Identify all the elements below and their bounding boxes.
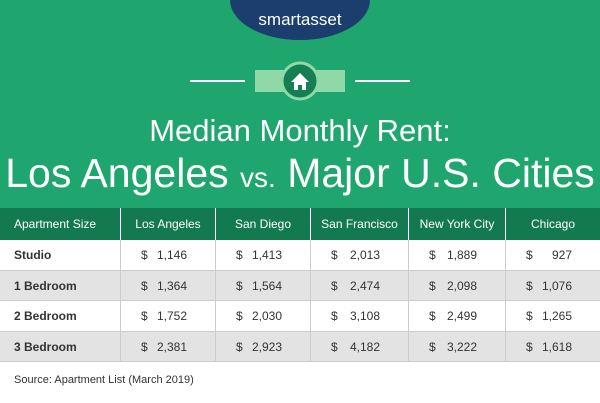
row-label: 2 Bedroom	[14, 309, 77, 323]
brand-badge	[230, 0, 370, 40]
cell: $2,499	[408, 301, 505, 331]
amount: 2,381	[156, 339, 187, 354]
amount: 2,499	[446, 309, 477, 323]
cell: $2,474	[310, 270, 408, 300]
currency: $	[141, 309, 148, 323]
amount: 1,752	[156, 309, 187, 323]
cell: $1,076	[505, 270, 600, 300]
currency: $	[526, 248, 533, 262]
cell: $1,564	[215, 270, 310, 300]
currency: $	[331, 309, 338, 323]
amount: 1,076	[541, 278, 572, 293]
cell: $1,889	[408, 240, 505, 270]
table-row: Studio $1,146 $1,413 $2,013 $1,889 $927	[0, 240, 600, 271]
cell: $1,413	[215, 240, 310, 270]
cell: $2,030	[215, 301, 310, 331]
house-icon	[291, 73, 309, 90]
cell: $1,618	[505, 331, 600, 361]
header-row: Apartment Size Los Angeles San Diego San Fr…	[0, 208, 600, 240]
amount: 1,364	[156, 278, 187, 293]
title-rest: Major U.S. Cities	[287, 150, 595, 196]
column-header: Los Angeles	[120, 208, 215, 240]
cell: $3,222	[408, 331, 505, 361]
cell: $4,182	[310, 331, 408, 361]
amount: 2,030	[251, 309, 282, 323]
title-city: Los Angeles	[5, 150, 229, 196]
amount: 1,889	[446, 248, 477, 262]
cell: $3,108	[310, 301, 408, 331]
currency: $	[331, 278, 338, 293]
title-versus: vs.	[240, 162, 276, 193]
table-row: 1 Bedroom $1,364 $1,564 $2,474 $2,098 $1,076	[0, 270, 600, 301]
cell: $2,381	[120, 331, 215, 361]
currency: $	[429, 339, 436, 354]
brand: smartasset	[258, 10, 342, 29]
amount: 3,108	[349, 309, 380, 323]
column-header: San Francisco	[310, 208, 408, 240]
cell: $927	[505, 240, 600, 270]
cell: $2,098	[408, 270, 505, 300]
currency: $	[331, 339, 338, 354]
hero-art	[190, 0, 410, 101]
amount: 2,013	[349, 248, 380, 262]
row-label: 1 Bedroom	[14, 278, 77, 293]
amount: 1,146	[156, 248, 187, 262]
column-header: New York City	[408, 208, 505, 240]
column-header: Apartment Size	[14, 217, 97, 231]
cell: $1,364	[120, 270, 215, 300]
currency: $	[526, 278, 533, 293]
amount: 2,098	[446, 278, 477, 293]
cell: $2,013	[310, 240, 408, 270]
currency: $	[236, 248, 243, 262]
title-line1: Median Monthly Rent:	[149, 113, 451, 148]
title-line2: Los Angeles vs. Major U.S. Cities	[0, 150, 600, 197]
amount: 3,222	[446, 339, 477, 354]
row-label: Studio	[14, 248, 52, 262]
amount: 1,265	[541, 309, 572, 323]
amount: 1,413	[251, 248, 282, 262]
amount: 1,618	[541, 339, 572, 354]
amount: 4,182	[349, 339, 380, 354]
amount: 927	[551, 248, 572, 262]
currency: $	[236, 278, 243, 293]
currency: $	[526, 309, 533, 323]
currency: $	[429, 278, 436, 293]
currency: $	[141, 248, 148, 262]
row-label: 3 Bedroom	[14, 339, 77, 354]
source: Source: Apartment List (March 2019)	[14, 374, 194, 386]
amount: 2,474	[349, 278, 380, 293]
currency: $	[236, 309, 243, 323]
cell: $1,752	[120, 301, 215, 331]
cell: $2,923	[215, 331, 310, 361]
currency: $	[429, 248, 436, 262]
table-row: 2 Bedroom $1,752 $2,030 $3,108 $2,499 $1,265	[0, 301, 600, 332]
amount: 1,564	[251, 278, 282, 293]
currency: $	[429, 309, 436, 323]
currency: $	[236, 339, 243, 354]
cell: $1,146	[120, 240, 215, 270]
cell: $1,265	[505, 301, 600, 331]
amount: 2,923	[251, 339, 282, 354]
hero: smartasset Median Monthly Rent: Los Ange…	[0, 0, 600, 208]
currency: $	[526, 339, 533, 354]
currency: $	[141, 339, 148, 354]
currency: $	[141, 278, 148, 293]
table-row: 3 Bedroom $2,381 $2,923 $4,182 $3,222 $1,618	[0, 331, 600, 362]
currency: $	[331, 248, 338, 262]
column-header: Chicago	[505, 208, 600, 240]
column-header: San Diego	[215, 208, 310, 240]
